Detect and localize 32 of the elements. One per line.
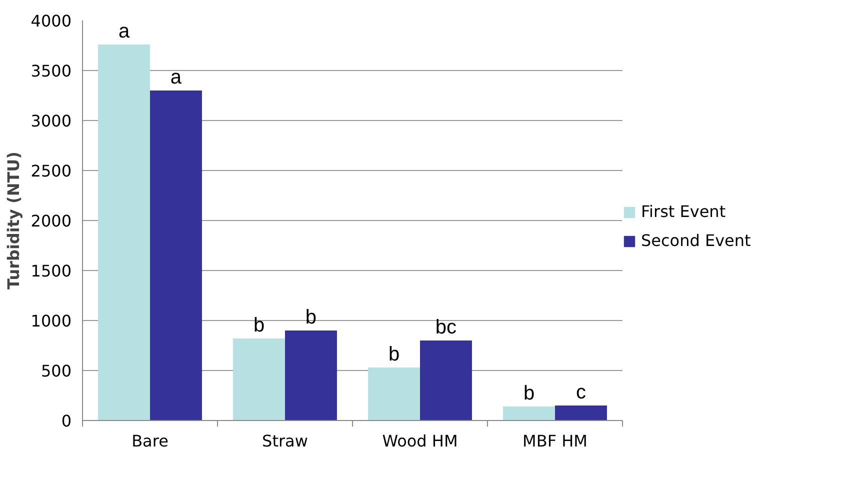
bar — [503, 406, 555, 420]
x-tick-label: Bare — [132, 432, 168, 450]
data-label: bc — [435, 316, 457, 338]
y-tick-label: 2500 — [30, 162, 72, 180]
data-label: b — [523, 382, 535, 404]
bar — [555, 406, 607, 420]
data-label: c — [576, 382, 586, 404]
data-label: b — [253, 314, 265, 336]
y-tick-label: 2000 — [30, 212, 72, 230]
data-label: b — [305, 306, 317, 328]
y-tick-label: 1500 — [30, 262, 72, 280]
legend-label: Second Event — [641, 231, 751, 250]
bar — [368, 368, 420, 420]
y-tick-label: 500 — [40, 362, 72, 380]
y-tick-label: 4000 — [30, 12, 72, 30]
y-tick-label: 3500 — [30, 62, 72, 80]
bar — [420, 340, 472, 420]
legend-label: First Event — [641, 202, 726, 221]
bar — [233, 338, 285, 420]
bar — [150, 90, 202, 420]
data-label: b — [388, 344, 400, 366]
y-tick-label: 3000 — [30, 112, 72, 130]
y-tick-label: 1000 — [30, 312, 72, 330]
x-tick-label: Straw — [262, 432, 308, 450]
data-label: a — [170, 66, 182, 88]
bar — [98, 44, 150, 420]
y-axis-title: Turbidity (NTU) — [4, 152, 23, 290]
y-tick-label: 0 — [61, 412, 72, 430]
bar — [285, 330, 337, 420]
x-tick-label: MBF HM — [522, 432, 588, 450]
data-label: a — [118, 20, 130, 42]
x-tick-label: Wood HM — [382, 432, 458, 450]
